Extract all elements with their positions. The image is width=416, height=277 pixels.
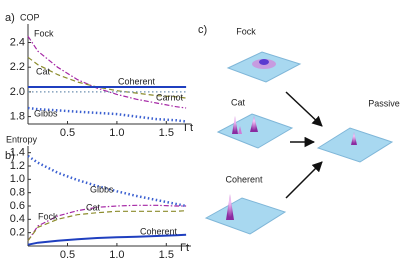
y-axis-label: Entropy <box>6 134 38 144</box>
y-tick-label: 1.0 <box>10 173 25 185</box>
series-label: Cat <box>86 202 101 212</box>
y-tick-label: 0.8 <box>10 187 25 199</box>
panel-label: b) <box>5 150 15 162</box>
y-tick-label: 0.2 <box>10 227 25 239</box>
x-tick-label: 0.5 <box>60 249 75 261</box>
series-line <box>27 204 187 242</box>
passive-tile <box>316 127 394 163</box>
arrow <box>285 161 323 199</box>
y-tick-label: 1.2 <box>10 160 25 172</box>
panel-label: c) <box>198 24 207 36</box>
series-label: Coherent <box>118 76 156 86</box>
series-label: Gibbs <box>34 108 58 118</box>
y-tick-label: 1.8 <box>10 110 25 122</box>
series-label: Cat <box>36 66 51 76</box>
x-tick-label: 1.5 <box>159 127 174 139</box>
state-label: Cat <box>231 97 246 107</box>
panel-label: a) <box>5 12 15 24</box>
series-line <box>27 154 187 208</box>
series-label: Fock <box>38 211 58 221</box>
x-tick-label: 1.5 <box>159 249 174 261</box>
x-axis-label: Γt <box>184 122 193 134</box>
series-line <box>27 35 187 109</box>
series-label: Coherent <box>140 226 178 236</box>
y-tick-label: 2.2 <box>10 61 25 73</box>
coherent-tile <box>204 194 287 235</box>
y-tick-label: 0.6 <box>10 200 25 212</box>
arrow <box>285 91 323 127</box>
target-label: Passive <box>368 98 400 108</box>
series-label: Gibbs <box>90 184 114 194</box>
fock-tile <box>226 51 302 83</box>
series-line <box>27 210 187 242</box>
x-tick-label: 0.5 <box>60 127 75 139</box>
cat-tile <box>216 113 294 149</box>
y-tick-label: 0.4 <box>10 213 25 225</box>
series-line <box>27 56 187 99</box>
y-axis-label: COP <box>20 12 40 22</box>
y-tick-label: 2.0 <box>10 86 25 98</box>
x-axis-label: Γt <box>180 242 189 254</box>
state-label: Fock <box>236 26 256 36</box>
series-label: Fock <box>34 28 54 38</box>
state-label: Coherent <box>225 174 263 184</box>
y-tick-label: 1.4 <box>10 147 25 159</box>
y-tick-label: 2.4 <box>10 36 25 48</box>
x-tick-label: 1.0 <box>109 127 124 139</box>
series-label: Carnot <box>156 92 184 102</box>
x-tick-label: 1.0 <box>109 249 124 261</box>
series-line <box>27 233 187 246</box>
